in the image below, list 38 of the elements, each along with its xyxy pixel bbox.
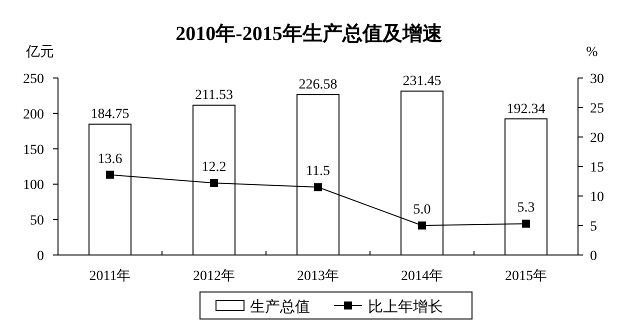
data-label: 5.3 xyxy=(517,200,535,216)
x-tick-label: 2012年 xyxy=(193,268,235,284)
y-tick-label: 0 xyxy=(37,249,44,264)
chart-title: 2010年-2015年生产总值及增速 xyxy=(176,22,442,45)
legend-label: 比上年增长 xyxy=(368,298,443,316)
x-tick-label: 2015年 xyxy=(505,268,547,284)
legend-label: 生产总值 xyxy=(250,298,310,316)
y2-tick-label: 5 xyxy=(590,220,597,234)
point xyxy=(314,183,322,192)
data-label: 231.45 xyxy=(402,74,442,90)
data-label: 11.5 xyxy=(306,164,330,180)
data-label: 12.2 xyxy=(202,160,226,176)
y-axis-title: 亿元 xyxy=(25,44,54,60)
point xyxy=(106,170,114,179)
y-tick-label: 150 xyxy=(23,142,44,158)
point xyxy=(210,179,218,188)
x-tick-label: 2014年 xyxy=(401,268,443,284)
data-label: 5.0 xyxy=(413,202,431,218)
x-tick-label: 2013年 xyxy=(297,268,339,284)
data-label: 184.75 xyxy=(90,107,130,122)
y2-tick-label: 15 xyxy=(590,160,604,176)
x-tick-label: 2011年 xyxy=(89,268,131,284)
data-label: 13.6 xyxy=(98,152,122,167)
y2-tick-label: 10 xyxy=(590,190,604,205)
y2-tick-label: 20 xyxy=(590,131,604,146)
y2-tick-label: 0 xyxy=(590,249,597,264)
data-label: 211.53 xyxy=(195,88,233,104)
y-tick-label: 250 xyxy=(23,72,44,87)
y-tick-label: 200 xyxy=(23,107,44,122)
y2-tick-label: 30 xyxy=(590,72,604,87)
y2-tick-label: 25 xyxy=(590,102,604,116)
data-label: 226.58 xyxy=(298,78,338,93)
y-tick-label: 100 xyxy=(23,178,44,194)
data-label: 192.34 xyxy=(506,102,546,117)
point xyxy=(418,222,426,230)
y2-axis-title: % xyxy=(586,45,598,60)
y-tick-label: 50 xyxy=(30,214,44,229)
point xyxy=(522,220,530,228)
